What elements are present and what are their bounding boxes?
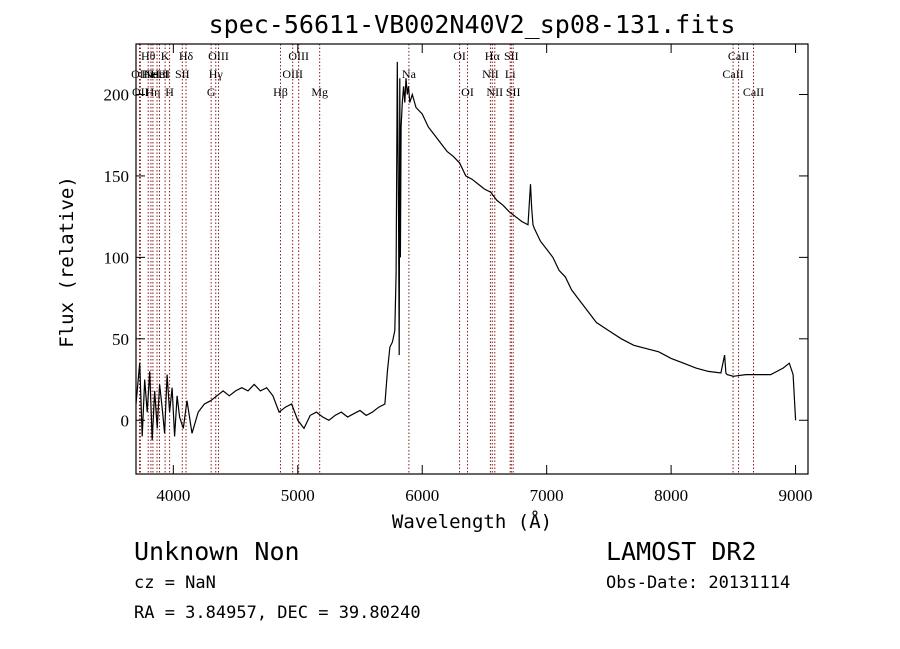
spectral-line-label: G — [207, 85, 216, 99]
spectral-line-label: OII — [131, 67, 148, 81]
y-tick-label: 200 — [104, 85, 130, 104]
y-axis-label: Flux (relative) — [56, 176, 78, 348]
x-tick-label: 6000 — [405, 486, 439, 505]
spectral-line-label: Hη — [145, 85, 160, 99]
spectral-line-label: Li — [505, 67, 516, 81]
spectral-line-label: SII — [506, 85, 521, 99]
spectral-line-label: Hθ — [141, 49, 156, 63]
spectral-line-label: HeI — [142, 67, 160, 81]
spectrum-series-line — [135, 61, 797, 440]
y-tick-label: 150 — [104, 167, 130, 186]
y-tick-label: 0 — [121, 411, 130, 430]
spectral-line-label: H — [165, 85, 174, 99]
spectral-line-label: CaII — [722, 67, 743, 81]
axis-ticks: 4000 5000 6000 7000 8000 9000 0 50 100 150 200 — [104, 44, 813, 505]
spectral-line-label: NII — [482, 67, 499, 81]
spectral-line-label: Hγ — [209, 67, 224, 81]
x-tick-label: 4000 — [156, 486, 190, 505]
spectral-line-label: HeI — [151, 67, 169, 81]
spectral-line-label: Hβ — [273, 85, 288, 99]
spectral-line-label: SII — [175, 67, 190, 81]
spectral-line-label: OI — [461, 85, 474, 99]
spectral-line-label: Na — [402, 67, 417, 81]
spectral-line-label: Mg — [311, 85, 328, 99]
spectral-line-label: NeIII — [144, 67, 170, 81]
spectral-line-label: OIII — [282, 67, 303, 81]
y-tick-label: 50 — [112, 330, 129, 349]
obs-date-label: Obs-Date: 20131114 — [606, 573, 791, 593]
redshift-label: cz = NaN — [134, 573, 216, 593]
survey-label: LAMOST DR2 — [606, 537, 757, 566]
spectral-line-label: CaII — [728, 49, 749, 63]
spectral-line-label: OI — [453, 49, 466, 63]
plot-frame — [135, 43, 809, 475]
object-class-label: Unknown Non — [134, 537, 300, 566]
spectral-line-label: CaII — [743, 85, 764, 99]
spectral-line-label: Hδ — [179, 49, 194, 63]
x-axis-label: Wavelength (Å) — [392, 510, 552, 533]
spectral-line-label: OIII — [208, 49, 229, 63]
x-tick-label: 5000 — [281, 486, 315, 505]
line-marker-layer: OIIOIIHθHeIHηNeIIIHeIKHSIIHδGHγOIIIHβOII… — [131, 44, 764, 474]
x-tick-label: 7000 — [530, 486, 564, 505]
spectral-line-label: NII — [486, 85, 503, 99]
ra-dec-label: RA = 3.84957, DEC = 39.80240 — [134, 603, 421, 623]
spectral-line-label: K — [161, 49, 170, 63]
y-tick-label: 100 — [104, 248, 130, 267]
chart-title: spec-56611-VB002N40V2_sp08-131.fits — [209, 10, 736, 39]
spectral-line-label: Hα — [485, 49, 501, 63]
spectral-line-label: OIII — [288, 49, 309, 63]
x-tick-label: 8000 — [654, 486, 688, 505]
x-tick-label: 9000 — [779, 486, 813, 505]
spectral-line-label: SII — [504, 49, 519, 63]
